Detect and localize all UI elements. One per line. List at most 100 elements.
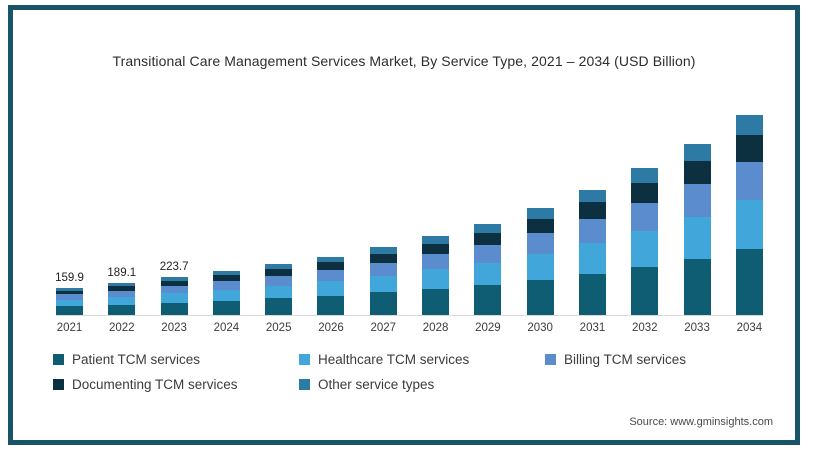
x-tick-label: 2028	[422, 322, 449, 334]
bar-segment	[735, 135, 763, 163]
bar-segment	[265, 298, 293, 315]
plot-area: 159.9 189.1 223.7	[55, 105, 763, 316]
bar-segment	[474, 245, 502, 263]
stacked-bar-2031	[578, 189, 606, 315]
bar-segment	[160, 286, 188, 294]
legend-item: Billing TCM services	[545, 352, 686, 367]
legend-label: Other service types	[318, 377, 435, 392]
bar-segment	[474, 223, 502, 234]
legend-item: Patient TCM services	[53, 352, 299, 367]
source-note: Source: www.gminsights.com	[629, 416, 773, 428]
stacked-bar-2023	[160, 277, 188, 315]
bar-segment	[422, 254, 450, 270]
legend: Patient TCM services Healthcare TCM servi…	[53, 352, 686, 392]
bar-segment	[212, 289, 240, 301]
bar-segment	[317, 262, 345, 271]
x-tick-label: 2030	[527, 322, 553, 334]
bar-segment	[108, 296, 136, 305]
bar-group-2026	[317, 105, 345, 315]
bar-segment	[526, 208, 554, 219]
bar-segment	[474, 284, 502, 315]
bar-segment	[56, 306, 83, 315]
bar-segment	[265, 269, 293, 277]
bar-segment	[56, 299, 83, 307]
bar-segment	[735, 200, 763, 250]
bar-value-label: 189.1	[107, 267, 137, 280]
bar-segment	[369, 262, 397, 276]
bar-segment	[578, 219, 606, 244]
stacked-bar-2032	[631, 168, 659, 315]
bar-segment	[474, 233, 502, 246]
bar-segment	[369, 292, 397, 315]
bar-segment	[160, 281, 188, 287]
bar-segment	[212, 281, 240, 290]
bar-group-2028	[422, 105, 450, 315]
stacked-bar-2033	[683, 144, 711, 315]
bar-segment	[317, 295, 345, 315]
legend-label: Billing TCM services	[564, 352, 687, 367]
legend-swatch-icon	[299, 379, 310, 390]
bar-segment	[108, 304, 136, 315]
bar-segment	[631, 182, 659, 203]
legend-swatch-icon	[299, 354, 310, 365]
legend-swatch-icon	[545, 354, 556, 365]
bar-segment	[56, 288, 83, 291]
bar-segment	[369, 246, 397, 254]
bar-group-2029	[474, 105, 502, 315]
bar-value-label: 223.7	[159, 261, 189, 274]
bar-segment	[578, 243, 606, 274]
legend-item: Healthcare TCM services	[299, 352, 545, 367]
bar-segment	[369, 275, 397, 293]
bar-segment	[683, 144, 711, 162]
x-tick-label: 2025	[265, 322, 292, 334]
legend-item: Other service types	[299, 377, 545, 392]
bar-segment	[526, 233, 554, 254]
stacked-bar-2027	[369, 246, 397, 315]
x-tick-label: 2022	[109, 322, 135, 334]
stacked-bar-2030	[526, 208, 554, 315]
bar-segment	[56, 290, 83, 295]
legend-label: Documenting TCM services	[72, 377, 238, 392]
bar-segment	[578, 189, 606, 203]
bar-segment	[317, 256, 345, 263]
x-tick-label: 2024	[213, 322, 240, 334]
legend-label: Healthcare TCM services	[318, 352, 470, 367]
x-tick-label: 2033	[684, 322, 710, 334]
bar-segment	[369, 253, 397, 263]
bar-segment	[212, 271, 240, 276]
bar-group-2021: 159.9	[55, 105, 84, 315]
bar-group-2027	[369, 105, 397, 315]
x-tick-label: 2023	[161, 322, 187, 334]
bar-segment	[683, 216, 711, 259]
x-axis-labels: 2021 2022 2023 2024 2025 2026 2027 2028 2029 2030…	[56, 322, 763, 334]
stacked-bar-2026	[317, 256, 345, 315]
x-tick-label: 2031	[579, 322, 606, 334]
bar-value-label: 159.9	[55, 272, 84, 285]
bar-group-2030	[526, 105, 554, 315]
bar-segment	[526, 253, 554, 280]
bar-segment	[212, 300, 240, 315]
legend-swatch-icon	[53, 354, 64, 365]
bar-segment	[317, 270, 345, 282]
bar-segment	[317, 281, 345, 296]
bar-segment	[683, 161, 711, 185]
bar-segment	[683, 258, 711, 315]
bar-group-2031	[578, 105, 606, 315]
stacked-bar-2028	[422, 235, 450, 315]
bar-segment	[631, 202, 659, 231]
bar-segment	[265, 276, 293, 286]
bar-segment	[108, 290, 136, 297]
bar-segment	[578, 273, 606, 315]
bar-segment	[631, 266, 659, 315]
bar-segment	[422, 235, 450, 244]
legend-item: Documenting TCM services	[53, 377, 299, 392]
bar-segment	[160, 293, 188, 303]
bar-group-2033	[683, 105, 711, 315]
bar-segment	[422, 269, 450, 289]
bar-segment	[160, 302, 188, 315]
bar-group-2034	[735, 105, 763, 315]
bar-group-2024	[212, 105, 240, 315]
legend-label: Patient TCM services	[72, 352, 201, 367]
x-tick-label: 2027	[370, 322, 397, 334]
bar-group-2025	[265, 105, 293, 315]
